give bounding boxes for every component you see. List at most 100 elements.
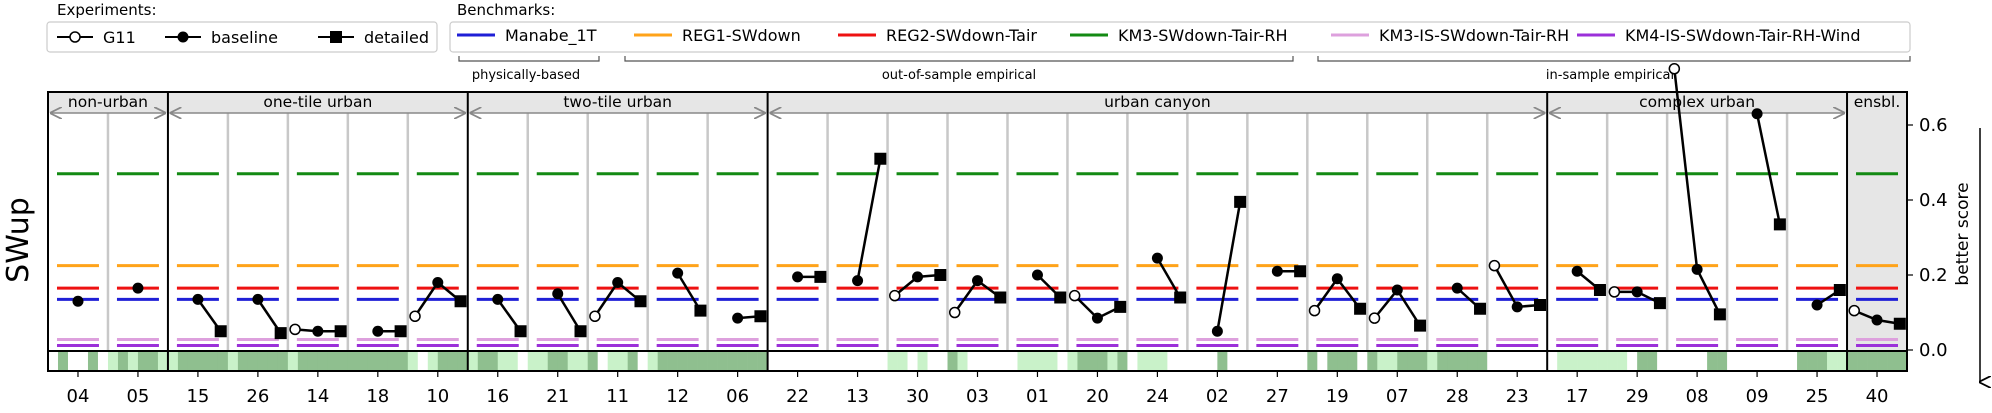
site-connector [556,293,582,332]
x-tick-label-20: 20 [1086,386,1109,407]
strip-cell [707,351,718,371]
strip-cell [977,351,988,371]
benchmark-group-label-physical: physically-based [472,68,580,83]
detailed-point [274,327,287,340]
strip-cell [567,351,579,371]
strip-cell [1447,351,1458,371]
strip-cell [1627,351,1638,371]
strip-cell [1287,351,1298,371]
baseline-point [852,275,864,287]
strip-cell [517,351,529,371]
strip-cell [937,351,948,371]
strip-cell [397,351,409,371]
g11-point [1848,304,1860,317]
strip-cell [1687,351,1698,371]
detailed-point [1474,302,1487,315]
strip-cell [827,351,838,371]
baseline-point [1511,301,1523,313]
y-tick-label: 0.2 [1919,265,1948,286]
strip-cell [1617,351,1628,371]
strip-cell [1467,351,1478,371]
baseline-point [372,325,384,337]
x-tick-label-09: 09 [1746,386,1769,407]
strip-cell [547,351,559,371]
strip-cell [317,351,329,371]
strip-cell [447,351,459,371]
strip-cell [257,351,269,371]
strip-cell [1867,351,1878,371]
strip-cell [437,351,449,371]
g11-point [409,310,421,322]
baseline-point [1751,108,1763,120]
strip-cell [697,351,708,371]
site-series-17 [1571,265,1606,296]
strip-cell [1807,351,1818,371]
baseline-point [1151,252,1163,264]
strip-cell [267,351,279,371]
strip-cell [147,351,159,371]
strip-cell [507,351,519,371]
strip-cell [877,351,888,371]
strip-cell [807,351,818,371]
site-series-02 [1211,195,1247,337]
strip-cell [277,351,289,371]
strip-cell [1897,351,1908,371]
detailed-point [334,325,347,338]
site-series-27 [1271,265,1307,278]
detailed-point [394,325,407,338]
detailed-point [1593,284,1606,296]
x-tick-label-21: 21 [546,386,569,407]
strip-cell [597,351,608,371]
strip-cell [677,351,688,371]
baseline-point [1811,299,1823,311]
benchmark-group-label-out-of-sample: out-of-sample empirical [882,68,1036,83]
site-series-05 [132,282,144,294]
group-label-1: one-tile urban [263,93,372,111]
benchmark-legend-label-2: REG2-SWdown-Tair [886,26,1037,45]
site-series-29 [1608,286,1666,310]
strip-cell [48,351,59,371]
site-series [72,63,1906,340]
detailed-point [1114,300,1127,313]
baseline-point [1211,325,1223,337]
site-series-12 [672,267,707,317]
strip-cell [587,351,599,371]
strip-cell [1177,351,1188,371]
benchmarks-legend-box [449,21,1911,53]
strip-cell [607,351,618,371]
strip-cell [477,351,489,371]
strip-cell [1067,351,1078,371]
detailed-point [634,295,647,308]
x-tick-label-28: 28 [1446,386,1469,407]
strip-cell [337,351,349,371]
site-series-13 [852,152,887,287]
baseline-point [1091,312,1103,324]
strip-cell [777,351,788,371]
x-tick-label-18: 18 [366,386,389,407]
y-axis-ticks: 0.0 0.2 0.4 0.6 [1907,115,1948,361]
g11-point [1368,312,1381,324]
strip-cell [787,351,798,371]
strip-cell [1077,351,1088,371]
strip-cell [1297,351,1308,371]
site-series-23 [1488,259,1546,313]
detailed-point [574,325,587,338]
strip-cell [217,351,229,371]
site-series-15 [192,293,227,338]
strip-cell [1677,351,1688,371]
strip-cell [717,351,728,371]
benchmarks-legend-title: Benchmarks: [457,1,555,19]
x-tick-label-07: 07 [1386,386,1409,407]
benchmark-legend-label-3: KM3-SWdown-Tair-RH [1118,26,1288,45]
strip-cell [197,351,209,371]
site-series-06 [732,310,767,324]
strip-cell [297,351,309,371]
baseline-point [792,271,804,283]
bracket-physically-based [458,56,600,62]
detailed-point [1234,195,1247,208]
site-series-19 [1308,273,1367,317]
strip-cell [327,351,339,371]
strip-cell [667,351,678,371]
detailed-point [1294,265,1307,278]
strip-cell [1257,351,1268,371]
